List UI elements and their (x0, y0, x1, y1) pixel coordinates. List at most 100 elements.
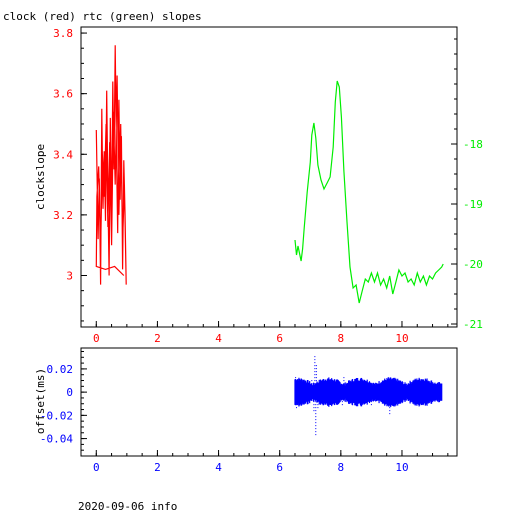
offset-outlier-point (315, 371, 317, 373)
x-tick-label: 4 (215, 332, 222, 345)
offset-outlier-point (296, 401, 298, 403)
offset-outlier-point (315, 392, 317, 394)
offset-outlier-point (314, 374, 316, 376)
offset-outlier-point (315, 365, 317, 367)
x-tick-label: 4 (215, 461, 222, 474)
offset-outlier-point (341, 398, 343, 400)
offset-outlier-point (360, 386, 362, 388)
top-right-tick-label: -18 (463, 138, 483, 151)
offset-outlier-point (314, 389, 316, 391)
offset-outlier-point (315, 404, 317, 406)
offset-outlier-point (346, 395, 348, 397)
offset-outlier-point (360, 380, 362, 382)
offset-outlier-point (425, 380, 427, 382)
offset-outlier-point (418, 398, 420, 400)
x-tick-label: 10 (395, 332, 408, 345)
rtc-series-line (294, 80, 444, 304)
offset-outlier-point (341, 404, 343, 406)
offset-outlier-point (387, 386, 389, 388)
x-tick-label: 8 (338, 461, 345, 474)
bottom-left-tick-label: -0.04 (40, 433, 73, 446)
offset-outlier-point (425, 386, 427, 388)
bottom-plot-frame (80, 347, 458, 457)
offset-outlier-point (315, 368, 317, 370)
offset-outlier-point (404, 386, 406, 388)
offset-outlier-point (315, 407, 317, 409)
top-x-axis: 0 2 4 6 8 10 (93, 321, 449, 345)
offset-outlier-point (296, 395, 298, 397)
offset-outlier-point (317, 398, 319, 400)
offset-outlier-point (315, 428, 317, 430)
x-tick-label: 2 (154, 332, 161, 345)
offset-outlier-point (314, 359, 316, 361)
offset-outlier-point (387, 380, 389, 382)
offset-outlier-point (387, 392, 389, 394)
offset-outlier-point (343, 386, 345, 388)
offset-outlier-point (315, 416, 317, 418)
x-tick-label: 10 (395, 461, 408, 474)
offset-outlier-point (389, 395, 391, 397)
offset-outlier-point (325, 386, 327, 388)
x-tick-label: 0 (93, 332, 100, 345)
offset-outlier-point (313, 398, 315, 400)
offset-outlier-point (295, 383, 297, 385)
x-tick-label: 6 (276, 461, 283, 474)
bottom-y-axis-label: offset(ms) (34, 368, 47, 434)
offset-outlier-point (313, 392, 315, 394)
offset-outlier-point (360, 389, 362, 391)
bottom-series-group (294, 356, 443, 436)
offset-outlier-point (314, 365, 316, 367)
offset-outlier-point (370, 398, 372, 400)
offset-outlier-point (389, 410, 391, 412)
top-left-tick-label: 3.4 (53, 148, 73, 161)
offset-outlier-point (317, 404, 319, 406)
offset-outlier-point (314, 377, 316, 379)
offset-outlier-point (296, 398, 298, 400)
offset-outlier-point (315, 386, 317, 388)
top-y-axis-label: clockslope (34, 144, 47, 210)
offset-outlier-point (315, 425, 317, 427)
offset-outlier-point (311, 392, 313, 394)
offset-outlier-point (346, 398, 348, 400)
offset-outlier-point (360, 392, 362, 394)
offset-outlier-point (418, 404, 420, 406)
offset-outlier-point (343, 383, 345, 385)
chart-title: clock (red) rtc (green) slopes (3, 10, 202, 23)
offset-outlier-point (314, 368, 316, 370)
offset-outlier-point (296, 404, 298, 406)
offset-outlier-point (296, 407, 298, 409)
offset-outlier-point (313, 401, 315, 403)
offset-outlier-point (343, 392, 345, 394)
bottom-left-axis: 0.02 0 -0.02 -0.04 (40, 350, 87, 451)
x-tick-label: 6 (276, 332, 283, 345)
offset-outlier-point (341, 395, 343, 397)
offset-outlier-point (317, 407, 319, 409)
top-left-tick-label: 3 (66, 269, 73, 282)
offset-outlier-point (315, 434, 317, 436)
offset-outlier-point (315, 410, 317, 412)
offset-outlier-point (315, 398, 317, 400)
offset-outlier-point (315, 380, 317, 382)
offset-outlier-point (295, 392, 297, 394)
offset-outlier-point (315, 419, 317, 421)
offset-outlier-point (314, 383, 316, 385)
offset-outlier-point (346, 392, 348, 394)
offset-outlier-point (315, 383, 317, 385)
offset-outlier-point (370, 401, 372, 403)
offset-outlier-point (317, 395, 319, 397)
offset-outlier-point (315, 392, 317, 394)
x-tick-label: 2 (154, 461, 161, 474)
offset-outlier-point (296, 392, 298, 394)
offset-outlier-point (404, 389, 406, 391)
offset-outlier-point (389, 392, 391, 394)
offset-outlier-point (311, 383, 313, 385)
offset-outlier-point (343, 389, 345, 391)
offset-outlier-point (317, 401, 319, 403)
offset-outlier-point (315, 395, 317, 397)
footer-info: 2020-09-06 info (78, 500, 177, 512)
x-tick-label: 8 (338, 332, 345, 345)
offset-outlier-point (360, 383, 362, 385)
offset-outlier-point (389, 407, 391, 409)
offset-outlier-point (313, 410, 315, 412)
